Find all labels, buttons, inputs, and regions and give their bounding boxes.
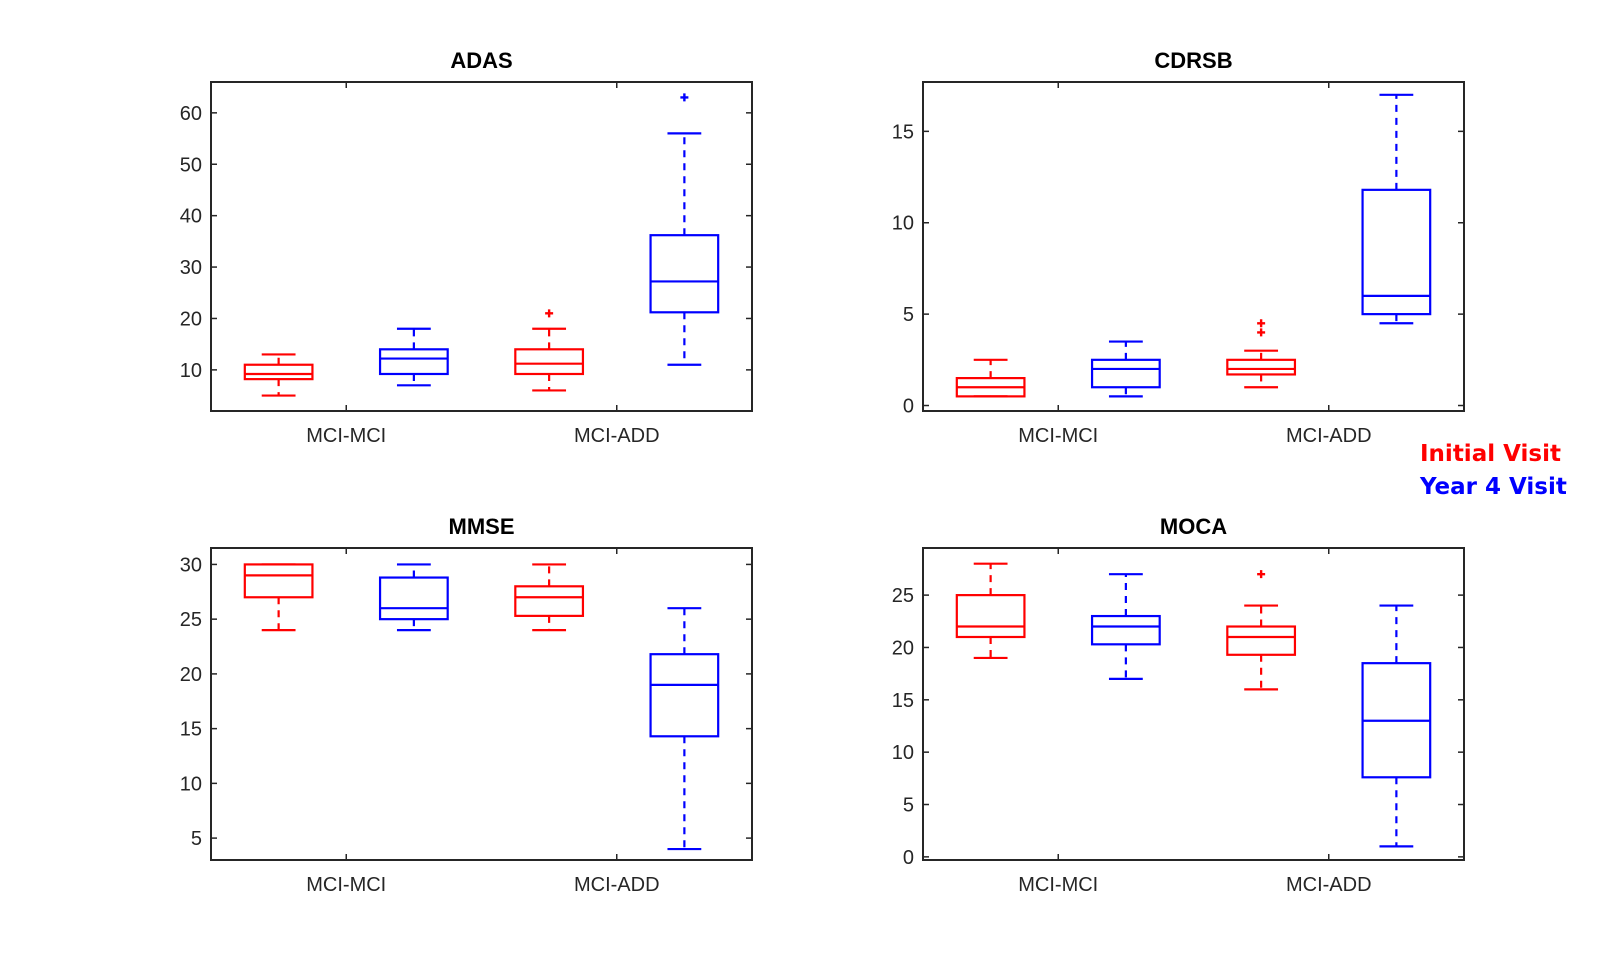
y-tick-label: 5 <box>903 795 914 817</box>
iqr-box <box>649 234 720 314</box>
y-tick-label: 10 <box>180 773 202 795</box>
box-initial-visit-mci-add <box>514 563 585 632</box>
y-tick-label: 10 <box>892 742 914 764</box>
outlier-marker <box>1257 570 1266 579</box>
iqr-box <box>1090 614 1161 646</box>
x-tick-label-mci-add: MCI-ADD <box>1286 425 1372 447</box>
iqr-box <box>378 348 449 376</box>
chart-title-cdrsb: CDRSB <box>1154 48 1232 73</box>
y-tick-label: 20 <box>180 664 202 686</box>
chart-title-adas: ADAS <box>450 48 512 73</box>
box-initial-visit-mci-mci <box>955 358 1026 398</box>
legend: Initial Visit Year 4 Visit <box>1420 438 1600 504</box>
iqr-box <box>243 563 314 599</box>
x-tick-label-mci-mci: MCI-MCI <box>306 425 386 447</box>
y-tick-label: 0 <box>903 847 914 869</box>
outlier-marker <box>680 93 689 102</box>
y-tick-label: 15 <box>180 719 202 741</box>
y-tick-label: 20 <box>892 637 914 659</box>
y-tick-label: 25 <box>180 609 202 631</box>
axes-frame <box>210 547 753 861</box>
box-initial-visit-mci-add <box>1226 570 1297 691</box>
y-tick-label: 15 <box>892 690 914 712</box>
y-tick-label: 5 <box>191 828 202 850</box>
iqr-box <box>514 585 585 617</box>
iqr-box <box>514 348 585 376</box>
box-initial-visit-mci-add <box>1226 319 1297 389</box>
box-initial-visit-mci-mci <box>243 353 314 397</box>
chart-cdrsb: CDRSB 0 5 10 15 MCI-MCI MCI-ADD <box>892 48 1465 447</box>
iqr-box <box>1090 358 1161 389</box>
chart-title-mmse: MMSE <box>449 514 515 539</box>
box-year-4-visit-mci-mci <box>1090 573 1161 680</box>
y-tick-label: 50 <box>180 154 202 176</box>
chart-adas: ADAS 10 20 30 40 50 60 MCI-MCI MCI-ADD <box>180 48 753 447</box>
y-tick-label: 20 <box>180 308 202 330</box>
box-year-4-visit-mci-mci <box>378 563 449 632</box>
x-tick-label-mci-mci: MCI-MCI <box>1018 425 1098 447</box>
x-tick-label-mci-mci: MCI-MCI <box>1018 874 1098 896</box>
axes-frame <box>922 81 1465 412</box>
y-tick-label: 0 <box>903 396 914 418</box>
iqr-box <box>955 594 1026 639</box>
box-year-4-visit-mci-add <box>649 607 720 851</box>
outlier-marker <box>1257 319 1266 328</box>
y-tick-label: 15 <box>892 121 914 143</box>
y-tick-label: 40 <box>180 206 202 228</box>
box-year-4-visit-mci-mci <box>1090 340 1161 398</box>
iqr-box <box>1226 358 1297 376</box>
x-tick-label-mci-add: MCI-ADD <box>574 425 660 447</box>
box-year-4-visit-mci-add <box>1361 604 1432 848</box>
iqr-box <box>1361 188 1432 316</box>
y-tick-label: 60 <box>180 103 202 125</box>
outlier-marker <box>545 309 554 318</box>
box-year-4-visit-mci-mci <box>378 327 449 387</box>
axes-frame <box>922 547 1465 861</box>
legend-initial-visit: Initial Visit <box>1420 441 1561 467</box>
legend-year-4-visit: Year 4 Visit <box>1420 474 1567 500</box>
x-tick-label-mci-add: MCI-ADD <box>1286 874 1372 896</box>
chart-moca: MOCA 0 5 10 15 20 25 MCI-MCI MCI-ADD <box>892 514 1465 896</box>
y-tick-label: 30 <box>180 257 202 279</box>
y-tick-label: 10 <box>892 213 914 235</box>
iqr-box <box>649 653 720 738</box>
outlier-marker <box>1257 328 1266 337</box>
box-year-4-visit-mci-add <box>1361 93 1432 325</box>
chart-title-moca: MOCA <box>1160 514 1227 539</box>
box-initial-visit-mci-add <box>514 309 585 392</box>
box-initial-visit-mci-mci <box>955 562 1026 660</box>
chart-mmse: MMSE 5 10 15 20 25 30 MCI-MCI MCI-ADD <box>180 514 753 896</box>
iqr-box <box>378 576 449 621</box>
axes-frame <box>210 81 753 412</box>
y-tick-label: 10 <box>180 360 202 382</box>
y-tick-label: 5 <box>903 304 914 326</box>
box-year-4-visit-mci-add <box>649 93 720 366</box>
y-tick-label: 25 <box>892 585 914 607</box>
x-tick-label-mci-add: MCI-ADD <box>574 874 660 896</box>
y-tick-label: 30 <box>180 554 202 576</box>
iqr-box <box>243 363 314 381</box>
x-tick-label-mci-mci: MCI-MCI <box>306 874 386 896</box>
box-initial-visit-mci-mci <box>243 563 314 632</box>
iqr-box <box>1226 625 1297 656</box>
